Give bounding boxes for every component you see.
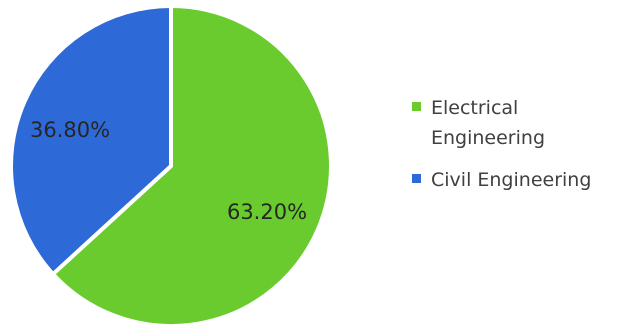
legend-label-civil-engineering: Civil Engineering xyxy=(431,169,592,191)
legend-swatch-civil-engineering xyxy=(412,174,421,183)
pie-slice-electrical-engineering xyxy=(50,4,333,327)
legend-label-line-1: Electrical xyxy=(431,97,519,119)
legend-item-electrical-engineering: Electrical Engineering xyxy=(412,93,617,153)
legend-swatch-electrical-engineering xyxy=(412,102,421,111)
data-label-civil-engineering: 36.80% xyxy=(30,118,110,142)
legend-label-electrical-engineering: Electrical Engineering xyxy=(431,93,545,153)
pie-slice-civil-engineering xyxy=(9,4,173,277)
legend-label-line-2: Engineering xyxy=(431,127,545,149)
legend: Electrical Engineering Civil Engineering xyxy=(412,93,617,207)
legend-item-civil-engineering: Civil Engineering xyxy=(412,165,617,195)
data-label-electrical-engineering: 63.20% xyxy=(227,200,307,224)
